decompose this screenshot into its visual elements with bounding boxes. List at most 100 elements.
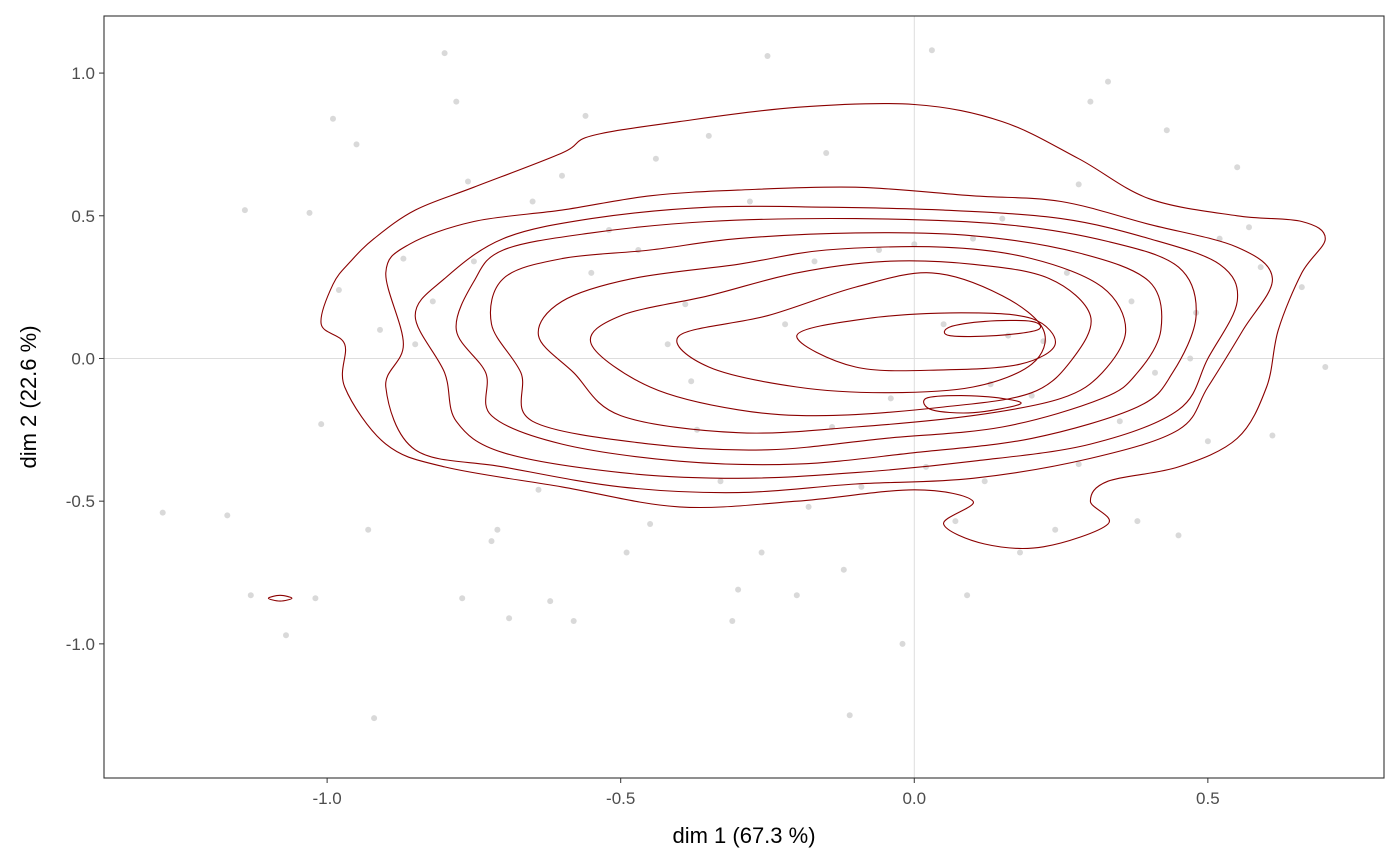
reference-lines [104, 16, 1384, 778]
scatter-point [952, 518, 959, 525]
density-contour-line [796, 312, 1056, 372]
scatter-point [1175, 532, 1182, 539]
scatter-point [224, 512, 231, 519]
y-tick-label: 0.0 [71, 349, 95, 368]
scatter-points [159, 47, 1329, 722]
scatter-point [1017, 549, 1023, 556]
scatter-point [570, 618, 577, 624]
x-tick-label: -1.0 [312, 789, 341, 808]
y-tick-label: 0.5 [71, 207, 95, 226]
scatter-point [664, 341, 671, 348]
x-tick-label: 0.5 [1196, 789, 1220, 808]
density-contour-line [676, 272, 1046, 394]
scatter-point [981, 478, 988, 485]
scatter-point [887, 395, 894, 402]
density-contour-line [320, 102, 1326, 549]
scatter-point [928, 47, 935, 54]
scatter-point [1204, 438, 1211, 445]
scatter-point [1005, 332, 1012, 339]
scatter-point [805, 503, 812, 510]
scatter-point [1257, 264, 1264, 271]
scatter-point [1187, 355, 1194, 362]
density-contour-line [414, 205, 1239, 479]
scatter-point [1216, 235, 1223, 242]
scatter-point [465, 178, 471, 185]
density-contour-line [537, 246, 1127, 434]
scatter-point [441, 50, 448, 57]
scatter-point [682, 301, 689, 308]
panel-frame [103, 15, 1385, 779]
scatter-point [876, 247, 882, 253]
scatter-point [964, 592, 971, 599]
scatter-point [1075, 181, 1082, 188]
panel-background [104, 16, 1384, 778]
scatter-point [547, 598, 554, 605]
scatter-point [688, 378, 695, 385]
scatter-point [306, 209, 313, 216]
scatter-point [335, 287, 342, 293]
scatter-point [559, 172, 565, 179]
scatter-point [1163, 127, 1170, 134]
y-tick-label: -0.5 [66, 492, 95, 511]
scatter-point [241, 207, 248, 214]
scatter-point [412, 341, 419, 348]
scatter-point [735, 586, 742, 593]
scatter-point [365, 526, 372, 533]
scatter-point [488, 538, 495, 545]
scatter-point [999, 215, 1006, 222]
scatter-point [400, 255, 407, 262]
x-tick-label: 0.0 [902, 789, 926, 808]
scatter-point [846, 712, 853, 719]
scatter-point [582, 112, 589, 119]
scatter-point [1128, 298, 1135, 305]
scatter-point [899, 640, 906, 647]
scatter-point [371, 715, 378, 722]
scatter-point [858, 483, 865, 490]
scatter-point [1075, 461, 1082, 468]
scatter-point [758, 549, 765, 556]
scatter-point [1298, 284, 1305, 291]
scatter-point [970, 235, 976, 242]
x-axis-title: dim 1 (67.3 %) [672, 823, 815, 848]
y-axis-title: dim 2 (22.6 %) [16, 325, 41, 468]
y-axis: 1.0 0.5 0.0 -0.5 -1.0 [66, 64, 104, 654]
scatter-point [647, 521, 654, 527]
density-contour-line [923, 395, 1022, 414]
scatter-point [1028, 392, 1035, 399]
x-axis: -1.0 -0.5 0.0 0.5 [312, 778, 1220, 808]
scatter-point [1087, 98, 1094, 105]
scatter-point [811, 258, 818, 265]
scatter-point [1269, 432, 1276, 439]
density-contour-line [267, 594, 293, 602]
scatter-point [353, 141, 360, 148]
density-contour-line [385, 186, 1273, 494]
scatter-point [470, 258, 477, 265]
scatter-point [705, 132, 712, 139]
scatter-point [940, 321, 947, 328]
density-contour-line [455, 217, 1197, 466]
scatter-point [1322, 364, 1329, 370]
scatter-point [729, 618, 736, 624]
x-tick-label: -0.5 [606, 789, 635, 808]
scatter-point [529, 198, 536, 205]
scatter-point [823, 150, 830, 156]
scatter-point [635, 247, 642, 253]
scatter-point [623, 549, 630, 556]
scatter-point [782, 321, 789, 328]
y-tick-label: -1.0 [66, 635, 95, 654]
scatter-point [840, 566, 847, 573]
scatter-point [1246, 224, 1252, 231]
scatter-point [494, 526, 501, 533]
scatter-point [459, 595, 466, 602]
y-tick-label: 1.0 [71, 64, 95, 83]
scatter-point [1116, 418, 1123, 425]
scatter-point [453, 98, 460, 105]
scatter-point [746, 198, 753, 205]
density-contours [267, 102, 1326, 602]
scatter-point [1063, 269, 1070, 276]
density-contour-line [489, 232, 1163, 451]
scatter-point [330, 115, 336, 122]
scatter-point [764, 53, 771, 59]
scatter-point [312, 595, 319, 602]
scatter-point [247, 592, 254, 599]
